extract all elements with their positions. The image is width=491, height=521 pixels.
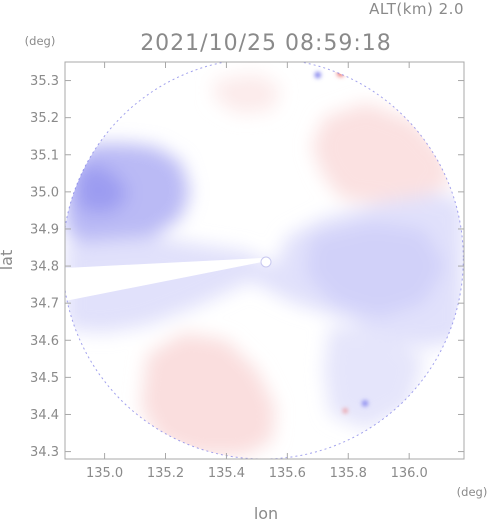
velocity-cell-negative-2 <box>361 400 369 407</box>
x-tick-label: 135.8 <box>330 466 367 481</box>
velocity-field <box>65 62 464 459</box>
y-tick-label: 35.1 <box>30 148 59 163</box>
y-tick-label: 35.3 <box>30 74 59 89</box>
no-data-sector <box>65 258 262 301</box>
velocity-region-positive-6 <box>141 332 276 456</box>
y-axis: 34.3 34.4 34.5 34.6 34.7 34.8 34.9 35.0 35.1 35.2… <box>30 74 464 460</box>
velocity-cell-negative-1 <box>314 71 321 79</box>
y-tick-label: 34.7 <box>30 297 59 312</box>
y-tick-label: 34.8 <box>30 260 59 275</box>
radar-site-marker <box>260 256 272 268</box>
x-axis-label: lon <box>254 504 278 521</box>
x-tick-label: 135.0 <box>86 466 123 481</box>
plot-frame <box>64 61 465 460</box>
velocity-region-negative-4 <box>323 325 425 430</box>
x-tick-label: 135.4 <box>208 466 245 481</box>
velocity-region-negative-1 <box>74 162 129 215</box>
y-axis-label: lat <box>0 250 16 271</box>
y-tick-label: 34.6 <box>30 334 59 349</box>
chart-title: 2021/10/25 08:59:18 <box>140 31 392 56</box>
x-axis: 135.0 135.2 135.4 135.6 135.8 136.0 <box>86 62 428 481</box>
y-tick-label: 35.2 <box>30 111 59 126</box>
y-tick-label: 34.4 <box>30 408 59 423</box>
radar-range-edge <box>65 62 464 459</box>
y-tick-label: 34.3 <box>30 445 59 460</box>
velocity-region-positive-7 <box>214 73 282 114</box>
x-tick-label: 135.2 <box>147 466 184 481</box>
x-tick-label: 136.0 <box>391 466 428 481</box>
y-tick-label: 34.9 <box>30 222 59 237</box>
y-tick-label: 35.0 <box>30 185 59 200</box>
y-tick-label: 34.5 <box>30 371 59 386</box>
altitude-label: ALT(km) 2.0 <box>369 0 464 18</box>
velocity-cell-positive-3 <box>343 408 348 413</box>
x-unit-label: (deg) <box>457 485 488 499</box>
x-tick-label: 135.6 <box>269 466 306 481</box>
y-unit-label: (deg) <box>25 34 56 48</box>
velocity-region-negative-3 <box>305 221 446 319</box>
